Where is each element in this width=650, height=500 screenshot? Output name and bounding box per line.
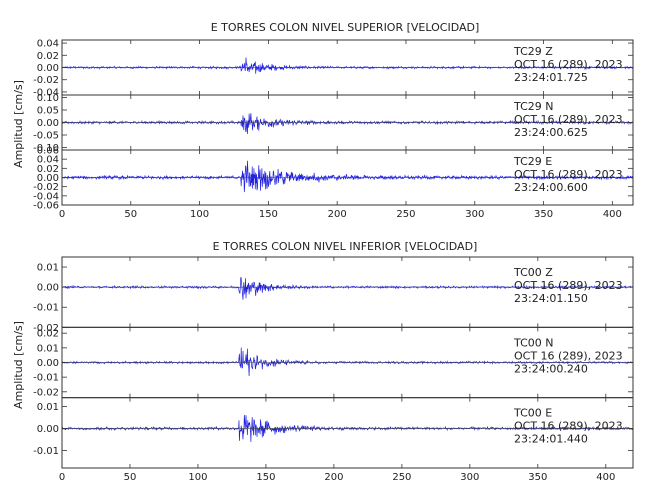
y-tick-label: 0.00 [37, 283, 59, 294]
y-tick-label: -0.02 [33, 323, 59, 334]
x-tick-label: 0 [59, 209, 65, 220]
y-axis-label-inferior: Amplitud [cm/s] [12, 321, 25, 409]
y-tick-label: 0.00 [37, 118, 59, 129]
trace-date-label: OCT 16 (289), 2023 [514, 279, 623, 292]
y-tick-label: -0.10 [33, 143, 59, 154]
y-tick-label: 0.04 [37, 155, 59, 166]
trace-start-time-label: 23:24:00.600 [514, 181, 588, 194]
trace-date-label: OCT 16 (289), 2023 [514, 113, 623, 126]
y-tick-label: 0.06 [37, 146, 59, 157]
x-tick-label: 0 [59, 472, 65, 483]
y-tick-label: -0.04 [33, 191, 59, 202]
y-tick-label: 0.04 [37, 39, 59, 50]
x-tick-label: 150 [256, 472, 275, 483]
y-tick-label: -0.02 [33, 387, 59, 398]
y-tick-label: -0.01 [33, 303, 59, 314]
y-tick-label: 0.00 [37, 424, 59, 435]
x-tick-label: 300 [460, 472, 479, 483]
trace-start-time-label: 23:24:01.725 [514, 71, 588, 84]
x-tick-label: 400 [603, 209, 622, 220]
trace-start-time-label: 23:24:00.625 [514, 126, 588, 139]
trace-date-label: OCT 16 (289), 2023 [514, 168, 623, 181]
y-tick-label: 0.02 [37, 329, 59, 340]
trace-station-label: TC00 N [513, 336, 553, 349]
x-tick-label: 100 [188, 472, 207, 483]
x-tick-label: 200 [328, 209, 347, 220]
y-tick-label: 0.05 [37, 106, 59, 117]
x-tick-label: 50 [124, 209, 137, 220]
chart-title-superior: E TORRES COLON NIVEL SUPERIOR [VELOCIDAD… [211, 21, 480, 34]
y-tick-label: -0.02 [33, 182, 59, 193]
x-tick-label: 100 [190, 209, 209, 220]
trace-start-time-label: 23:24:01.150 [514, 292, 588, 305]
x-tick-label: 200 [324, 472, 343, 483]
y-tick-label: 0.01 [37, 343, 59, 354]
trace-start-time-label: 23:24:00.240 [514, 362, 588, 375]
x-tick-label: 50 [124, 472, 137, 483]
trace-panel-tc29-e: 0.060.040.020.00-0.02-0.04-0.06 TC29 EOCT… [33, 146, 634, 212]
y-tick-label: 0.00 [37, 63, 59, 74]
y-tick-label: 0.02 [37, 51, 59, 62]
x-tick-label: 250 [392, 472, 411, 483]
trace-station-label: TC00 Z [513, 266, 553, 279]
trace-station-label: TC29 E [513, 155, 552, 168]
y-tick-label: 0.01 [37, 263, 59, 274]
y-tick-label: 0.01 [37, 402, 59, 413]
trace-start-time-label: 23:24:01.440 [514, 433, 588, 446]
trace-frame [61, 397, 634, 469]
trace-date-label: OCT 16 (289), 2023 [514, 58, 623, 71]
y-tick-label: -0.06 [33, 201, 59, 212]
y-tick-label: 0.02 [37, 164, 59, 175]
x-tick-label: 350 [534, 209, 553, 220]
y-tick-label: -0.05 [33, 131, 59, 142]
x-tick-label: 350 [528, 472, 547, 483]
x-tick-label: 300 [465, 209, 484, 220]
x-tick-label: 400 [596, 472, 615, 483]
y-tick-label: -0.01 [33, 373, 59, 384]
y-tick-label: -0.02 [33, 75, 59, 86]
trace-station-label: TC00 E [513, 407, 552, 420]
trace-station-label: TC29 Z [513, 45, 553, 58]
y-tick-label: 0.00 [37, 358, 59, 369]
y-tick-label: -0.04 [33, 87, 59, 98]
trace-date-label: OCT 16 (289), 2023 [514, 420, 623, 433]
y-tick-label: 0.00 [37, 173, 59, 184]
trace-station-label: TC29 N [513, 100, 553, 113]
trace-date-label: OCT 16 (289), 2023 [514, 349, 623, 362]
y-tick-label: -0.01 [33, 446, 59, 457]
x-tick-label: 150 [259, 209, 278, 220]
chart-title-inferior: E TORRES COLON NIVEL INFERIOR [VELOCIDAD… [213, 240, 478, 253]
y-axis-label-superior: Amplitud [cm/s] [12, 80, 25, 168]
x-tick-label: 250 [396, 209, 415, 220]
y-tick-label: 0.10 [37, 93, 59, 104]
